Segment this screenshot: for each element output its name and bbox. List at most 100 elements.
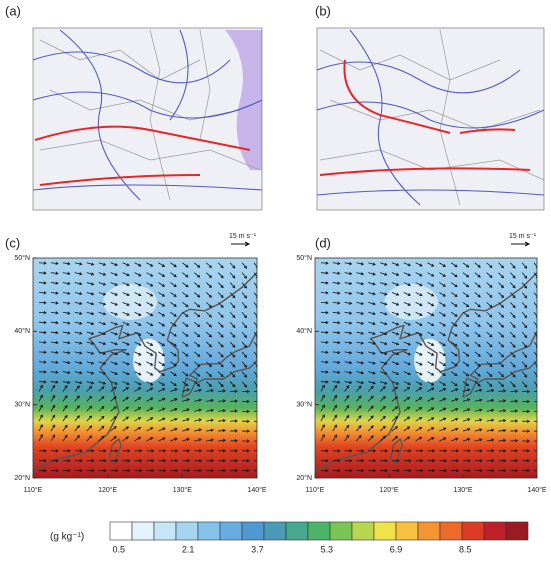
- wind-vector: [122, 387, 129, 392]
- wind-head: [500, 344, 504, 348]
- wind-head: [372, 459, 377, 463]
- wind-vector: [253, 321, 257, 327]
- wind-head: [173, 373, 177, 377]
- wind-vector: [510, 302, 516, 308]
- wind-vector: [229, 282, 236, 289]
- wind-head: [477, 324, 481, 328]
- wind-head: [150, 303, 154, 307]
- wind-vector: [521, 312, 527, 318]
- wind-head: [431, 427, 435, 431]
- wind-vector: [86, 371, 94, 374]
- wind-head: [514, 429, 519, 433]
- wind-vector: [194, 262, 200, 268]
- wind-vector: [110, 262, 118, 266]
- wind-head: [358, 425, 362, 429]
- wind-vector: [533, 262, 537, 268]
- wind-vector: [170, 302, 177, 307]
- wind-head: [103, 459, 107, 463]
- wind-vector: [439, 388, 446, 392]
- wind-head: [243, 285, 247, 289]
- wind-head: [407, 362, 411, 366]
- wind-vector: [486, 439, 494, 442]
- wind-head: [524, 265, 528, 269]
- coastline: [462, 330, 537, 398]
- wind-head: [222, 418, 226, 423]
- wind-head: [477, 334, 481, 338]
- wind-vector: [86, 262, 94, 265]
- wind-vector: [320, 262, 328, 264]
- wind-head: [234, 459, 238, 463]
- wind-vector: [134, 302, 142, 306]
- wind-head: [360, 291, 365, 296]
- wind-vector: [320, 272, 328, 274]
- wind-vector: [134, 397, 141, 402]
- wind-head: [349, 449, 353, 453]
- wind-vector: [356, 361, 364, 364]
- wind-head: [163, 459, 167, 463]
- wind-head: [67, 351, 71, 355]
- wind-head: [479, 449, 483, 453]
- wind-head: [325, 301, 329, 305]
- wind-vector: [320, 321, 328, 324]
- wind-vector: [241, 282, 247, 289]
- wind-head: [524, 305, 528, 309]
- colorbar-label: 5.3: [320, 544, 333, 554]
- wind-vector: [439, 272, 446, 277]
- lon-label: 110°E: [306, 486, 325, 494]
- wind-head: [454, 313, 458, 317]
- wind-head: [90, 302, 95, 306]
- wind-head: [114, 302, 118, 306]
- wind-head: [246, 449, 250, 453]
- wind-vector: [110, 331, 118, 335]
- wind-vector: [122, 371, 130, 375]
- wind-head: [246, 399, 250, 404]
- wind-head: [208, 364, 212, 368]
- wind-vector: [229, 302, 236, 308]
- wind-vector: [379, 361, 387, 365]
- wind-head: [197, 304, 201, 308]
- wind-vector: [50, 381, 58, 383]
- wind-head: [443, 397, 447, 401]
- wind-head: [325, 271, 329, 275]
- wind-head: [150, 387, 154, 391]
- wind-head: [222, 428, 226, 433]
- lat-label: 50°N: [296, 254, 312, 262]
- wind-head: [232, 334, 236, 338]
- wind-head: [259, 459, 261, 462]
- wind-head: [500, 364, 504, 368]
- wind-vector: [332, 405, 337, 412]
- wind-vector: [403, 311, 411, 316]
- wind-vector: [194, 361, 200, 367]
- wind-vector: [194, 282, 200, 288]
- wind-head: [161, 323, 166, 327]
- wind-head: [382, 415, 386, 419]
- colorbar-label: 2.1: [182, 544, 195, 554]
- wind-head: [198, 418, 202, 422]
- wind-vector: [462, 371, 469, 377]
- wind-vector: [170, 398, 178, 402]
- wind-head: [349, 380, 353, 385]
- wind-head: [150, 283, 154, 287]
- wind-vector: [122, 436, 129, 442]
- wind-vector: [194, 331, 200, 337]
- wind-head: [514, 389, 519, 393]
- wind-vector: [498, 282, 504, 288]
- wind-vector: [451, 388, 458, 392]
- wind-head: [512, 354, 516, 358]
- wind-vector: [74, 435, 80, 442]
- wind-head: [372, 381, 376, 385]
- wind-vector: [217, 331, 224, 338]
- wind-vector: [74, 341, 82, 344]
- wind-head: [337, 459, 341, 463]
- wind-vector: [205, 262, 212, 268]
- wind-vector: [474, 438, 482, 442]
- wind-vector: [498, 400, 506, 402]
- wind-vector: [403, 436, 410, 442]
- wind-head: [526, 389, 530, 394]
- wind-vector: [50, 395, 56, 402]
- wind-head: [185, 304, 189, 308]
- wind-vector: [403, 387, 410, 392]
- wind-vector: [379, 416, 386, 422]
- wind-vector: [439, 398, 446, 402]
- wind-head: [395, 332, 400, 336]
